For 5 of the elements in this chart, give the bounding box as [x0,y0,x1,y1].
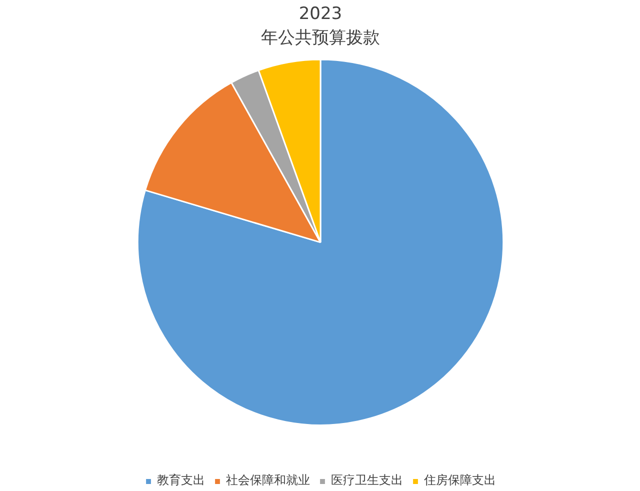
chart-title: 2023 年公共预算拨款 [261,4,380,48]
legend-label: 医疗卫生支出 [331,472,403,489]
legend-label: 住房保障支出 [424,472,496,489]
legend-label: 社会保障和就业 [226,472,310,489]
legend-label: 教育支出 [157,472,205,489]
